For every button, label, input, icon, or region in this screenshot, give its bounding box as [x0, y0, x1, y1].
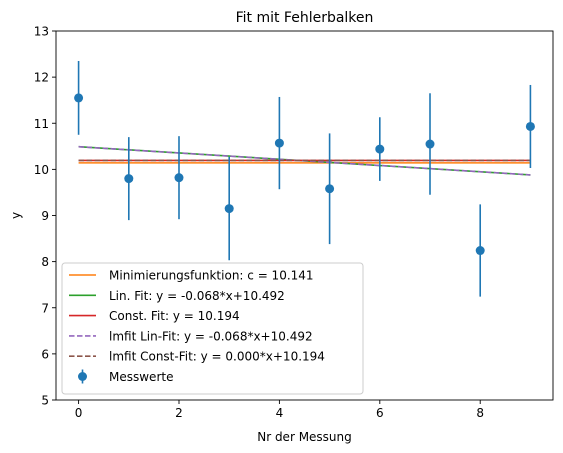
- legend-label: Lin. Fit: y = -0.068*x+10.492: [109, 289, 285, 303]
- chart-title: Fit mit Fehlerbalken: [236, 10, 374, 26]
- measurement-points: [74, 60, 535, 297]
- legend: Minimierungsfunktion: c = 10.141 Lin. Fit…: [61, 262, 364, 395]
- y-tick-label: 12: [34, 71, 49, 85]
- y-tick-label: 8: [41, 255, 49, 269]
- y-tick-label: 5: [41, 394, 49, 408]
- x-tick-label: 6: [376, 406, 384, 420]
- y-tick-label: 11: [34, 117, 49, 131]
- data-point: [274, 138, 284, 148]
- legend-label: lmfit Lin-Fit: y = -0.068*x+10.492: [109, 329, 313, 343]
- axis-ticks: 0 2 4 6 8 5 6 7 8 9 10 11 12 13: [34, 25, 484, 421]
- data-point: [124, 174, 134, 184]
- legend-label: Const. Fit: y = 10.194: [109, 309, 240, 323]
- data-point: [224, 204, 234, 214]
- fit-lines: [78, 145, 531, 176]
- y-tick-label: 10: [34, 163, 49, 177]
- y-tick-label: 9: [41, 209, 49, 223]
- axes-frame: [55, 30, 554, 401]
- y-axis-label: y: [9, 212, 23, 219]
- legend-label: lmfit Const-Fit: y = 0.000*x+10.194: [109, 350, 325, 364]
- legend-marker: [78, 372, 87, 381]
- data-point: [375, 144, 385, 154]
- legend-label: Messwerte: [109, 370, 173, 384]
- data-point: [325, 184, 335, 194]
- data-point: [74, 93, 84, 103]
- y-tick-label: 13: [34, 25, 49, 39]
- x-tick-label: 4: [276, 406, 284, 420]
- legend-label: Minimierungsfunktion: c = 10.141: [109, 269, 314, 283]
- data-point: [475, 246, 485, 256]
- x-tick-label: 0: [75, 406, 83, 420]
- x-tick-label: 2: [175, 406, 183, 420]
- y-tick-label: 6: [41, 347, 49, 361]
- x-tick-label: 8: [476, 406, 484, 420]
- data-point: [174, 173, 184, 183]
- y-tick-label: 7: [41, 301, 49, 315]
- data-point: [425, 139, 435, 149]
- data-point: [525, 121, 535, 131]
- legend-box: [61, 262, 364, 395]
- x-axis-label: Nr der Messung: [257, 430, 352, 444]
